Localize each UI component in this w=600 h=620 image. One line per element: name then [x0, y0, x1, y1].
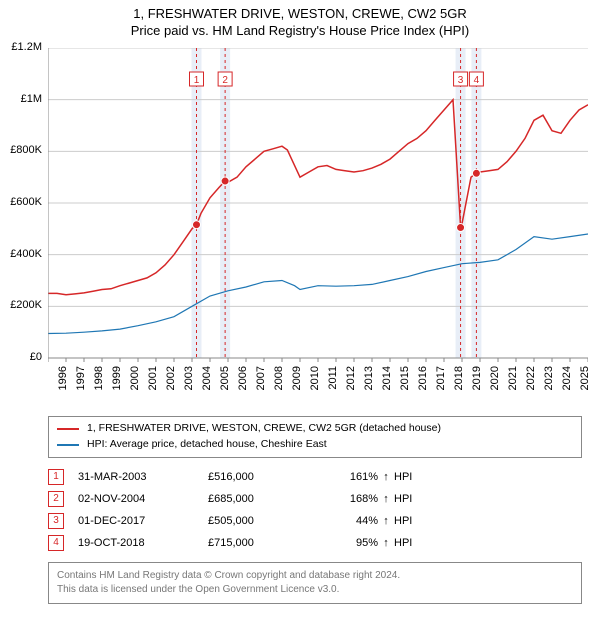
sale-date: 31-MAR-2003: [78, 471, 208, 483]
y-tick-label: £1.2M: [11, 41, 42, 53]
x-tick-label: 2023: [543, 366, 555, 390]
x-tick-label: 2019: [471, 366, 483, 390]
y-tick-label: £1M: [21, 93, 42, 105]
x-tick-label: 2011: [327, 366, 339, 390]
y-tick-label: £400K: [10, 248, 42, 260]
legend: 1, FRESHWATER DRIVE, WESTON, CREWE, CW2 …: [48, 416, 582, 458]
x-tick-label: 1998: [93, 366, 105, 390]
legend-item: HPI: Average price, detached house, Ches…: [57, 437, 573, 453]
x-tick-label: 2006: [237, 366, 249, 390]
sale-date: 01-DEC-2017: [78, 515, 208, 527]
sale-suffix: HPI: [394, 515, 434, 527]
sales-table: 131-MAR-2003£516,000161%↑HPI202-NOV-2004…: [48, 466, 582, 554]
line-chart: 1 2 34 1995 1996 1997 1998 1999 2000 2001 2002 2003…: [48, 48, 588, 408]
x-tick-label: 2014: [381, 366, 393, 390]
sale-pct: 161%: [308, 471, 378, 483]
x-tick-label: 2025: [579, 366, 588, 390]
legend-item: 1, FRESHWATER DRIVE, WESTON, CREWE, CW2 …: [57, 421, 573, 437]
sale-row: 4 19-OCT-2018£715,00095%↑HPI: [48, 532, 582, 554]
x-tick-label: 2007: [255, 366, 267, 390]
legend-label: HPI: Average price, detached house, Ches…: [87, 437, 327, 453]
x-tick-label: 2018: [453, 366, 465, 390]
footer-line-1: Contains HM Land Registry data © Crown c…: [57, 569, 573, 583]
sale-pct: 44%: [308, 515, 378, 527]
up-arrow-icon: ↑: [378, 537, 394, 549]
y-tick-label: £600K: [10, 196, 42, 208]
x-tick-label: 2005: [219, 366, 231, 390]
chart-subtitle: Price paid vs. HM Land Registry's House …: [0, 23, 600, 38]
up-arrow-icon: ↑: [378, 515, 394, 527]
sale-price: £505,000: [208, 515, 308, 527]
legend-label: 1, FRESHWATER DRIVE, WESTON, CREWE, CW2 …: [87, 421, 441, 437]
legend-swatch: [57, 428, 79, 430]
sale-row: 3 01-DEC-2017£505,00044%↑HPI: [48, 510, 582, 532]
x-tick-label: 2020: [489, 366, 501, 390]
x-tick-label: 2009: [291, 366, 303, 390]
sale-marker: 2: [48, 491, 64, 507]
sale-pct: 168%: [308, 493, 378, 505]
sale-price: £715,000: [208, 537, 308, 549]
sale-price: £516,000: [208, 471, 308, 483]
legend-swatch: [57, 444, 79, 446]
x-tick-label: 2013: [363, 366, 375, 390]
chart-area: 1 2 34 1995 1996 1997 1998 1999 2000 2001 2002 2003…: [48, 48, 588, 408]
sale-marker: 3: [48, 513, 64, 529]
sale-price: £685,000: [208, 493, 308, 505]
sale-date: 19-OCT-2018: [78, 537, 208, 549]
svg-text:4: 4: [474, 75, 480, 86]
sale-row: 1 31-MAR-2003£516,000161%↑HPI: [48, 466, 582, 488]
up-arrow-icon: ↑: [378, 471, 394, 483]
y-tick-label: £200K: [10, 299, 42, 311]
sale-date: 02-NOV-2004: [78, 493, 208, 505]
y-tick-label: £0: [30, 351, 42, 363]
footer-attribution: Contains HM Land Registry data © Crown c…: [48, 562, 582, 604]
x-tick-label: 2001: [147, 366, 159, 390]
x-tick-label: 2012: [345, 366, 357, 390]
svg-text:2: 2: [222, 75, 228, 86]
x-tick-label: 2002: [165, 366, 177, 390]
x-tick-label: 2017: [435, 366, 447, 390]
x-tick-label: 1997: [75, 366, 87, 390]
sale-marker: 1: [48, 469, 64, 485]
sale-suffix: HPI: [394, 471, 434, 483]
sale-suffix: HPI: [394, 493, 434, 505]
x-tick-label: 2008: [273, 366, 285, 390]
svg-text:3: 3: [458, 75, 464, 86]
x-tick-label: 2022: [525, 366, 537, 390]
chart-titles: 1, FRESHWATER DRIVE, WESTON, CREWE, CW2 …: [0, 0, 600, 38]
x-tick-label: 2004: [201, 366, 213, 390]
x-tick-label: 2015: [399, 366, 411, 390]
sale-row: 2 02-NOV-2004£685,000168%↑HPI: [48, 488, 582, 510]
x-tick-label: 2010: [309, 366, 321, 390]
x-tick-label: 2003: [183, 366, 195, 390]
sale-pct: 95%: [308, 537, 378, 549]
svg-text:1: 1: [194, 75, 200, 86]
x-tick-label: 2021: [507, 366, 519, 390]
sale-marker: 4: [48, 535, 64, 551]
x-tick-label: 1999: [111, 366, 123, 390]
sale-suffix: HPI: [394, 537, 434, 549]
x-tick-label: 2000: [129, 366, 141, 390]
footer-line-2: This data is licensed under the Open Gov…: [57, 583, 573, 597]
x-tick-label: 1995: [48, 366, 51, 390]
up-arrow-icon: ↑: [378, 493, 394, 505]
chart-title: 1, FRESHWATER DRIVE, WESTON, CREWE, CW2 …: [0, 6, 600, 21]
x-tick-label: 2016: [417, 366, 429, 390]
x-tick-label: 2024: [561, 366, 573, 390]
y-tick-label: £800K: [10, 144, 42, 156]
x-tick-label: 1996: [57, 366, 69, 390]
